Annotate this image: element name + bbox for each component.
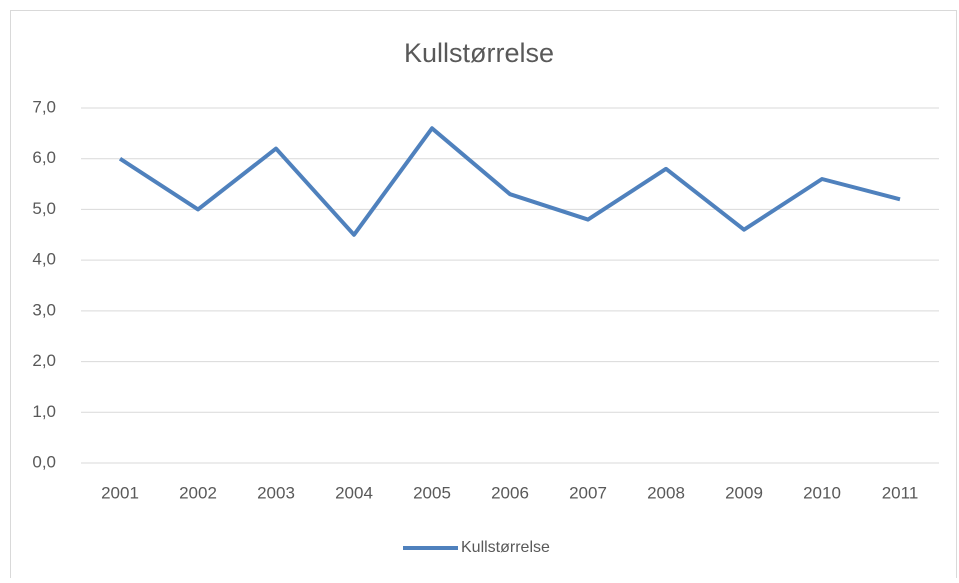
x-tick-label: 2005 [413,483,451,502]
y-tick-label: 2,0 [32,351,56,370]
x-tick-label: 2011 [882,483,919,502]
x-tick-label: 2009 [725,483,763,502]
x-tick-label: 2008 [647,483,685,502]
y-tick-label: 4,0 [32,250,56,269]
chart-frame [10,10,957,583]
x-tick-label: 2002 [179,483,217,502]
y-tick-label: 5,0 [32,199,56,218]
x-tick-label: 2006 [491,483,529,502]
legend-label: Kullstørrelse [461,539,550,556]
x-tick-label: 2010 [803,483,841,502]
y-tick-label: 7,0 [32,97,56,116]
x-tick-label: 2001 [101,483,139,502]
y-tick-label: 0,0 [32,452,56,471]
y-tick-label: 1,0 [32,402,56,421]
y-tick-label: 6,0 [32,148,56,167]
data-line [118,126,901,237]
x-tick-label: 2003 [257,483,295,502]
x-tick-label: 2007 [569,483,607,502]
x-tick-label: 2004 [335,483,373,502]
y-tick-label: 3,0 [32,300,56,319]
chart-title: Kullstørrelse [404,38,554,68]
